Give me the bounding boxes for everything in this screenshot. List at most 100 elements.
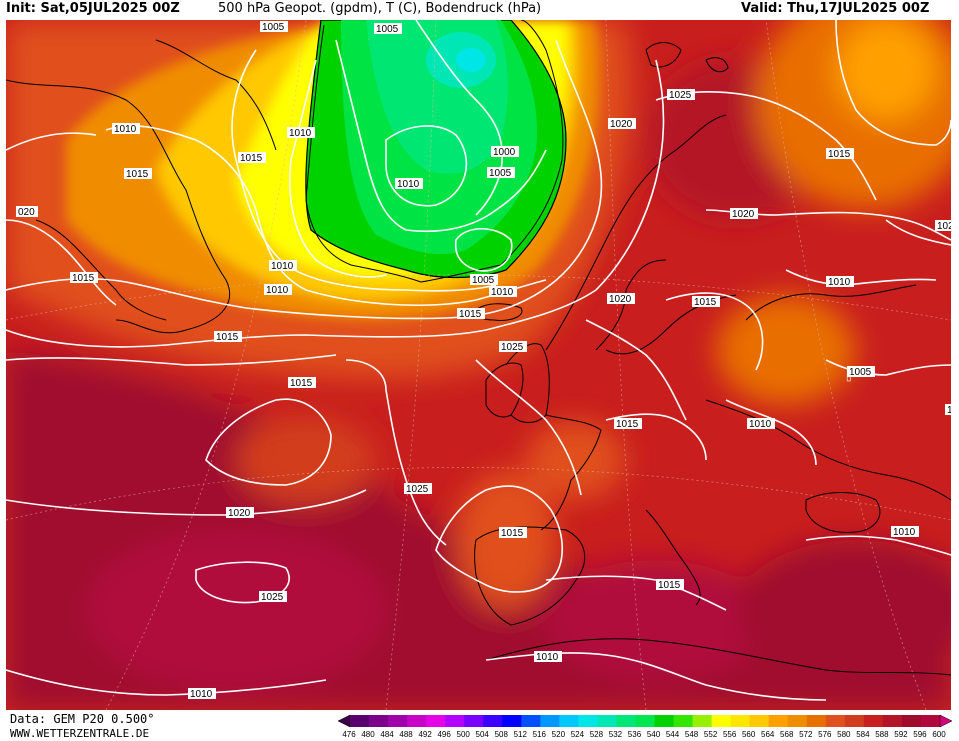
- scale-tick-label: 484: [380, 730, 394, 739]
- scale-tick-label: 520: [552, 730, 566, 739]
- isobar-label-text: 1010: [828, 277, 851, 288]
- scale-swatch: [464, 715, 484, 727]
- isobar-label-text: 1010: [271, 261, 294, 272]
- valid-time-label: Valid: Thu,17JUL2025 00Z: [741, 1, 930, 16]
- isobar-label-text: 1005: [489, 168, 512, 179]
- scale-tick-label: 480: [361, 730, 375, 739]
- map-footer: Data: GEM P20 0.500° WWW.WETTERZENTRALE.…: [0, 710, 959, 741]
- scale-swatch: [521, 715, 541, 727]
- scale-tick-label: 556: [723, 730, 737, 739]
- isobar-label: 1015: [614, 418, 642, 430]
- scale-tick-label: 584: [856, 730, 870, 739]
- scale-tick-label: 528: [590, 730, 604, 739]
- isobar-label-text: 1025: [261, 592, 284, 603]
- isobar-label: 1010: [264, 284, 292, 296]
- isobar-label-text: 1015: [126, 169, 149, 180]
- isobar-label-text: 1010: [536, 652, 559, 663]
- scale-tick-label: 488: [399, 730, 413, 739]
- scale-swatch: [749, 715, 770, 727]
- scale-swatch: [673, 715, 694, 727]
- isobar-label: 1010: [287, 127, 315, 139]
- isobar-label: 1020: [607, 293, 635, 305]
- isobar-label-text: 1005: [376, 24, 399, 35]
- parameter-title: 500 hPa Geopot. (gpdm), T (C), Bodendruc…: [218, 1, 542, 16]
- isobar-label: 1010: [891, 526, 919, 538]
- isobar-label-text: 1020: [228, 508, 251, 519]
- scale-swatch: [578, 715, 598, 727]
- isobar-label: 1015: [70, 272, 98, 284]
- scale-tick-label: 576: [818, 730, 832, 739]
- scale-swatch: [407, 715, 427, 727]
- isobar-label-text: 1015: [616, 419, 639, 430]
- scale-tick-label: 492: [418, 730, 432, 739]
- scale-tick-label: 504: [476, 730, 490, 739]
- scale-tick-label: 516: [533, 730, 547, 739]
- isobar-label-text: 1015: [240, 153, 263, 164]
- scale-tick-label: 564: [761, 730, 775, 739]
- scale-swatch: [882, 715, 903, 727]
- isobar-label: 1015: [692, 296, 720, 308]
- scale-tick-label: 476: [342, 730, 356, 739]
- isobar-label: 1: [945, 404, 951, 416]
- isobar-label: 1015: [214, 331, 242, 343]
- isobar-label: 1015: [288, 377, 316, 389]
- isobar-label: 1015: [124, 168, 152, 180]
- isobar-label-text: 1010: [114, 124, 137, 135]
- scale-swatch: [559, 715, 579, 727]
- scale-swatch: [654, 715, 675, 727]
- isobar-label: 020: [16, 206, 38, 218]
- scale-tick-label: 500: [457, 730, 471, 739]
- isobar-label: 1010: [269, 260, 297, 272]
- isobar-label: 1025: [667, 89, 695, 101]
- scale-tick-label: 572: [799, 730, 813, 739]
- scale-tick-label: 508: [495, 730, 509, 739]
- scale-swatch: [445, 715, 465, 727]
- isobar-label: 1010: [188, 688, 216, 700]
- isobar-label: 1000: [491, 146, 519, 158]
- scale-swatch: [350, 715, 370, 727]
- isobar-label-text: 1010: [266, 285, 289, 296]
- isobar-label-text: 1025: [937, 221, 951, 232]
- isobars: [6, 20, 951, 701]
- isobar-label: 1025: [259, 591, 287, 603]
- isobar-label: 1025: [499, 341, 527, 353]
- isobar-labels: 1005 1005 1010 1010 1015 1015 020 1015 1010 1010 1…: [16, 21, 951, 700]
- isobar-label: 1025: [404, 483, 432, 495]
- isobar-label: 1005: [487, 167, 515, 179]
- data-source-label: Data: GEM P20 0.500°: [10, 712, 155, 726]
- isobar-label: 1010: [395, 178, 423, 190]
- isobar-label-text: 1015: [72, 273, 95, 284]
- isobar-label-text: 1020: [610, 119, 633, 130]
- isobar-label-text: 1015: [828, 149, 851, 160]
- weather-map: 1005 1005 1010 1010 1015 1015 020 1015 1010 1010 1…: [6, 20, 951, 710]
- color-scale: 476 480 484 488 492 496 500 504 508 512 516 520 524 5…: [337, 714, 953, 739]
- isobar-label-text: 1010: [190, 689, 213, 700]
- scale-tick-label: 512: [514, 730, 528, 739]
- scale-swatch: [369, 715, 389, 727]
- isobar-label: 1010: [489, 286, 517, 298]
- isobar-label: 1015: [826, 148, 854, 160]
- isobar-label: 1020: [730, 208, 758, 220]
- isobar-label: 1005: [260, 21, 288, 33]
- website-label: WWW.WETTERZENTRALE.DE: [10, 727, 150, 740]
- scale-swatch: [502, 715, 522, 727]
- scale-tick-label: 592: [894, 730, 908, 739]
- coastlines: [6, 20, 951, 676]
- isobar-label: 1015: [499, 527, 527, 539]
- isobar-label: 1015: [457, 308, 485, 320]
- scale-tick-label: 600: [932, 730, 946, 739]
- isobar-label-text: 1005: [849, 367, 872, 378]
- isobar-label: 1010: [747, 418, 775, 430]
- isobar-label-text: 1025: [669, 90, 692, 101]
- scale-swatch: [711, 715, 732, 727]
- scale-tick-label: 568: [780, 730, 794, 739]
- isobar-label-text: 1015: [459, 309, 482, 320]
- isobar-label-text: 1010: [289, 128, 312, 139]
- isobar-label: 1020: [226, 507, 254, 519]
- scale-tick-label: 548: [685, 730, 699, 739]
- scale-swatch: [787, 715, 808, 727]
- scale-tick-label: 540: [647, 730, 661, 739]
- isobar-label-text: 1010: [397, 179, 420, 190]
- scale-tick-label: 496: [437, 730, 451, 739]
- scale-tick-label: 552: [704, 730, 718, 739]
